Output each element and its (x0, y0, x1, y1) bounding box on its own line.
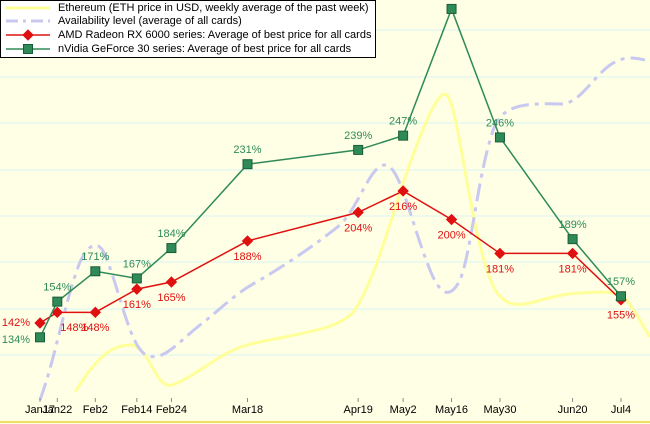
data-label: 239% (344, 130, 372, 142)
data-label: 184% (157, 228, 185, 240)
data-label: 171% (81, 251, 109, 263)
marker (165, 276, 178, 288)
marker (51, 306, 63, 319)
legend-marker (22, 29, 34, 41)
marker (35, 332, 45, 343)
marker (242, 159, 253, 170)
data-label: 167% (123, 258, 151, 270)
marker (166, 243, 177, 254)
marker (131, 273, 142, 284)
data-label: 189% (559, 219, 587, 231)
marker (446, 3, 457, 14)
marker (616, 291, 626, 302)
legend: Ethereum (ETH price in USD, weekly avera… (0, 0, 376, 58)
data-label: 161% (123, 299, 151, 311)
x-tick-label: Mar18 (232, 404, 263, 416)
x-tick-label: Jun20 (558, 404, 588, 416)
data-label: 246% (486, 117, 514, 129)
data-label: 148% (60, 322, 88, 334)
x-tick-label: Jan17 (25, 404, 55, 416)
marker (445, 213, 458, 226)
marker (131, 283, 143, 295)
x-tick-label: May2 (390, 404, 417, 416)
availability-curve (38, 56, 646, 401)
data-label: 155% (607, 310, 635, 322)
legend-box (0, 0, 376, 58)
x-tick-label: May30 (483, 404, 516, 416)
marker (34, 317, 46, 329)
series-line (39, 6, 622, 338)
legend-label: Availability level (average of all cards… (58, 15, 242, 27)
data-label: 134% (2, 334, 30, 346)
marker (494, 247, 506, 260)
data-label: 181% (486, 263, 514, 275)
data-label: 318% (437, 0, 465, 1)
data-label: 157% (607, 276, 635, 288)
data-label: 165% (157, 292, 185, 304)
marker (494, 132, 505, 143)
marker (52, 296, 63, 307)
marker (241, 235, 254, 247)
x-tick-label: Jan22 (42, 404, 72, 416)
x-tick-label: Feb24 (156, 404, 187, 416)
marker (566, 247, 579, 260)
legend-series: AMD Radeon RX 6000 series: Average of be… (6, 29, 372, 55)
data-label: 231% (233, 144, 261, 156)
marker (567, 234, 578, 245)
marker (398, 130, 409, 141)
data-label: 204% (344, 222, 372, 234)
marker (397, 185, 409, 197)
x-tick-label: May16 (435, 404, 468, 416)
x-tick-label: Feb14 (121, 404, 152, 416)
data-label: 142% (2, 317, 30, 329)
legend-label: Ethereum (ETH price in USD, weekly avera… (58, 2, 369, 14)
x-tick-label: Apr19 (343, 404, 372, 416)
marker (89, 306, 102, 319)
data-label: 247% (389, 116, 417, 128)
series-line (39, 190, 622, 324)
x-tick-label: Jul4 (611, 404, 631, 416)
legend-label: AMD Radeon RX 6000 series: Average of be… (58, 29, 372, 41)
marker (353, 144, 364, 155)
marker (90, 266, 101, 277)
legend-marker (23, 44, 33, 54)
data-label: 216% (389, 201, 417, 213)
data-label: 200% (437, 229, 465, 241)
data-label: 148% (81, 322, 109, 334)
marker (352, 206, 364, 219)
data-label: 181% (559, 263, 587, 275)
data-label: 154% (43, 282, 71, 294)
legend-label: nVidia GeForce 30 series: Average of bes… (58, 43, 352, 55)
data-label: 188% (233, 251, 261, 263)
x-tick-label: Feb2 (83, 404, 108, 416)
ethereum-curve (73, 92, 650, 393)
